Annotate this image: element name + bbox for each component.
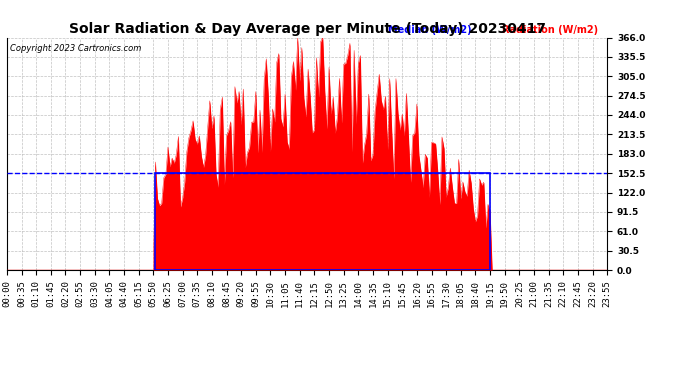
Text: Radiation (W/m2): Radiation (W/m2) xyxy=(502,25,598,35)
Title: Solar Radiation & Day Average per Minute (Today) 20230417: Solar Radiation & Day Average per Minute… xyxy=(68,22,546,36)
Bar xyxy=(155,173,490,270)
Text: Median (W/m2): Median (W/m2) xyxy=(388,25,472,35)
Text: Copyright 2023 Cartronics.com: Copyright 2023 Cartronics.com xyxy=(10,45,141,54)
